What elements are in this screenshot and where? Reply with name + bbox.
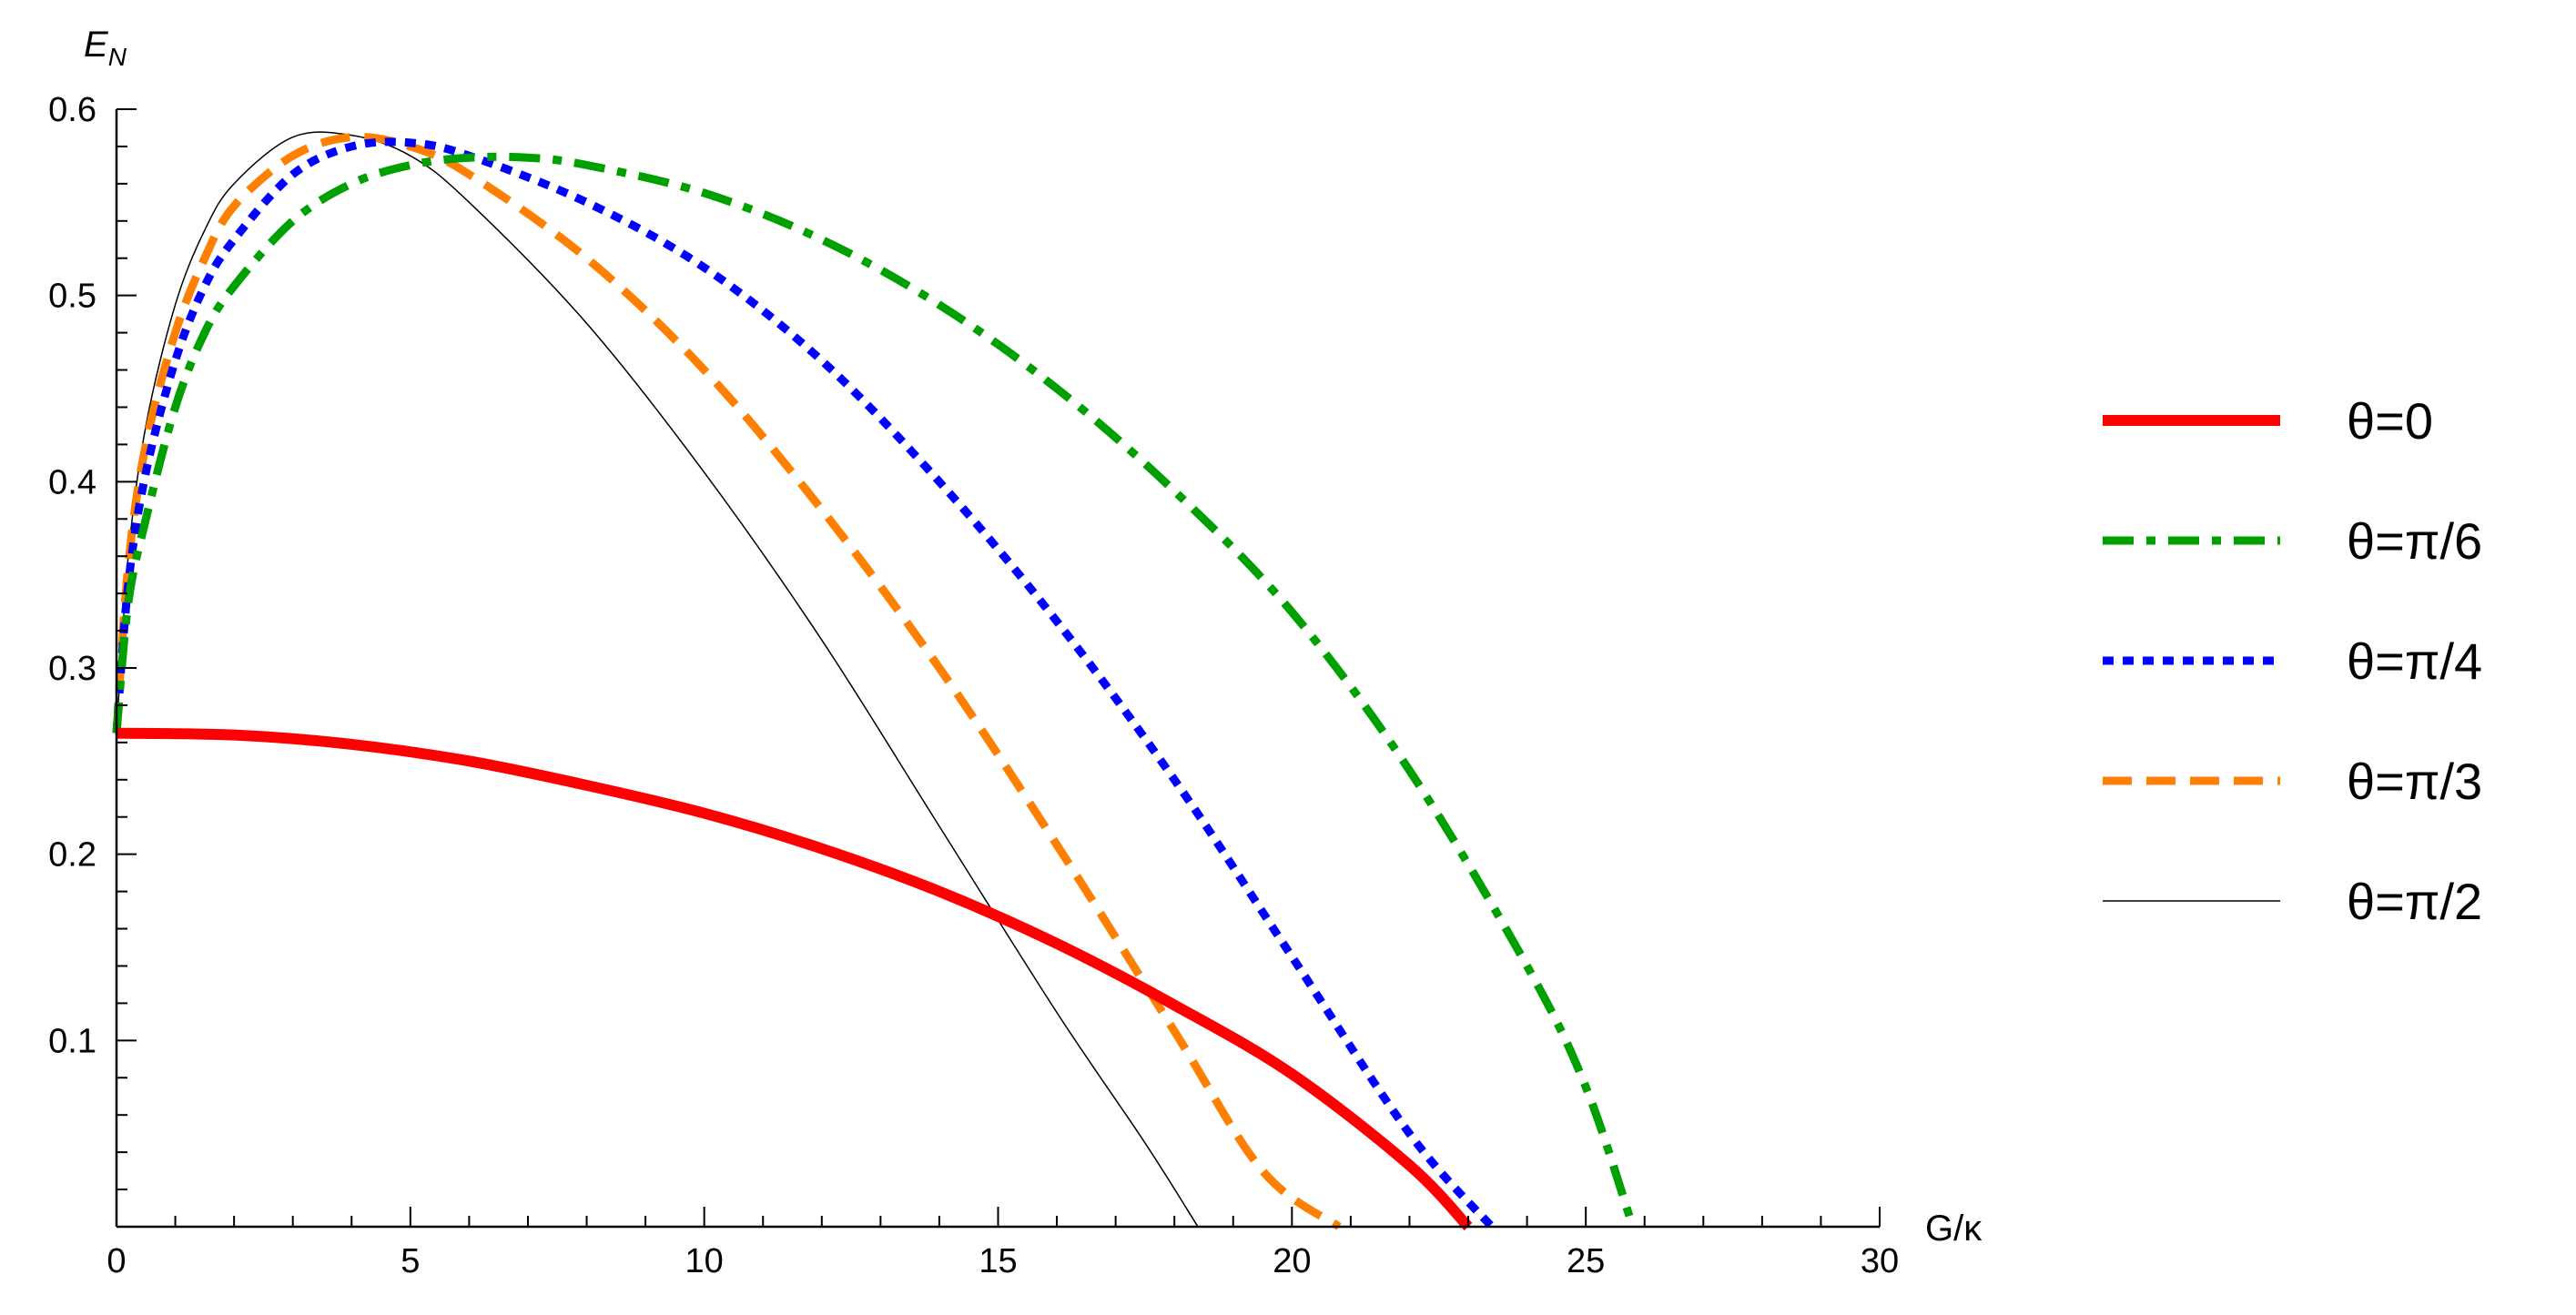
y-axis-label-main: E xyxy=(84,25,109,65)
y-tick-label: 0.6 xyxy=(48,91,96,129)
x-tick-label: 10 xyxy=(685,1242,724,1280)
x-axis-label: G/κ xyxy=(1925,1209,1983,1249)
y-tick-label: 0.4 xyxy=(48,463,96,501)
x-tick-label: 25 xyxy=(1567,1242,1605,1280)
x-axis: 0 5 10 15 20 25 30 xyxy=(106,1207,1899,1280)
legend-label-2: θ=π/4 xyxy=(2347,632,2482,690)
y-tick-label: 0.5 xyxy=(48,278,96,316)
y-tick-label: 0.3 xyxy=(48,650,96,688)
y-tick-label: 0.2 xyxy=(48,836,96,875)
series-line-3 xyxy=(112,132,1342,1230)
series-line-4 xyxy=(116,131,1199,1228)
y-tick-label: 0.1 xyxy=(48,1022,96,1060)
x-tick-label: 20 xyxy=(1273,1242,1311,1280)
y-axis-label-sub: N xyxy=(108,43,127,71)
legend-label-4: θ=π/2 xyxy=(2347,873,2482,930)
legend-label-1: θ=π/6 xyxy=(2347,512,2482,570)
y-axis-label: EN xyxy=(84,25,127,71)
legend: θ=0 θ=π/6 θ=π/4 θ=π/3 θ=π/2 xyxy=(2103,392,2482,930)
y-axis: 0.1 0.2 0.3 0.4 0.5 0.6 xyxy=(48,91,137,1228)
x-tick-label: 0 xyxy=(106,1242,126,1280)
x-tick-label: 15 xyxy=(979,1242,1017,1280)
legend-label-0: θ=0 xyxy=(2347,392,2433,450)
series-line-0 xyxy=(116,727,1473,1231)
series-line-1 xyxy=(112,152,1638,1229)
x-tick-label: 30 xyxy=(1861,1242,1899,1280)
x-tick-label: 5 xyxy=(401,1242,420,1280)
legend-label-3: θ=π/3 xyxy=(2347,753,2482,810)
plot-area xyxy=(112,131,1638,1231)
